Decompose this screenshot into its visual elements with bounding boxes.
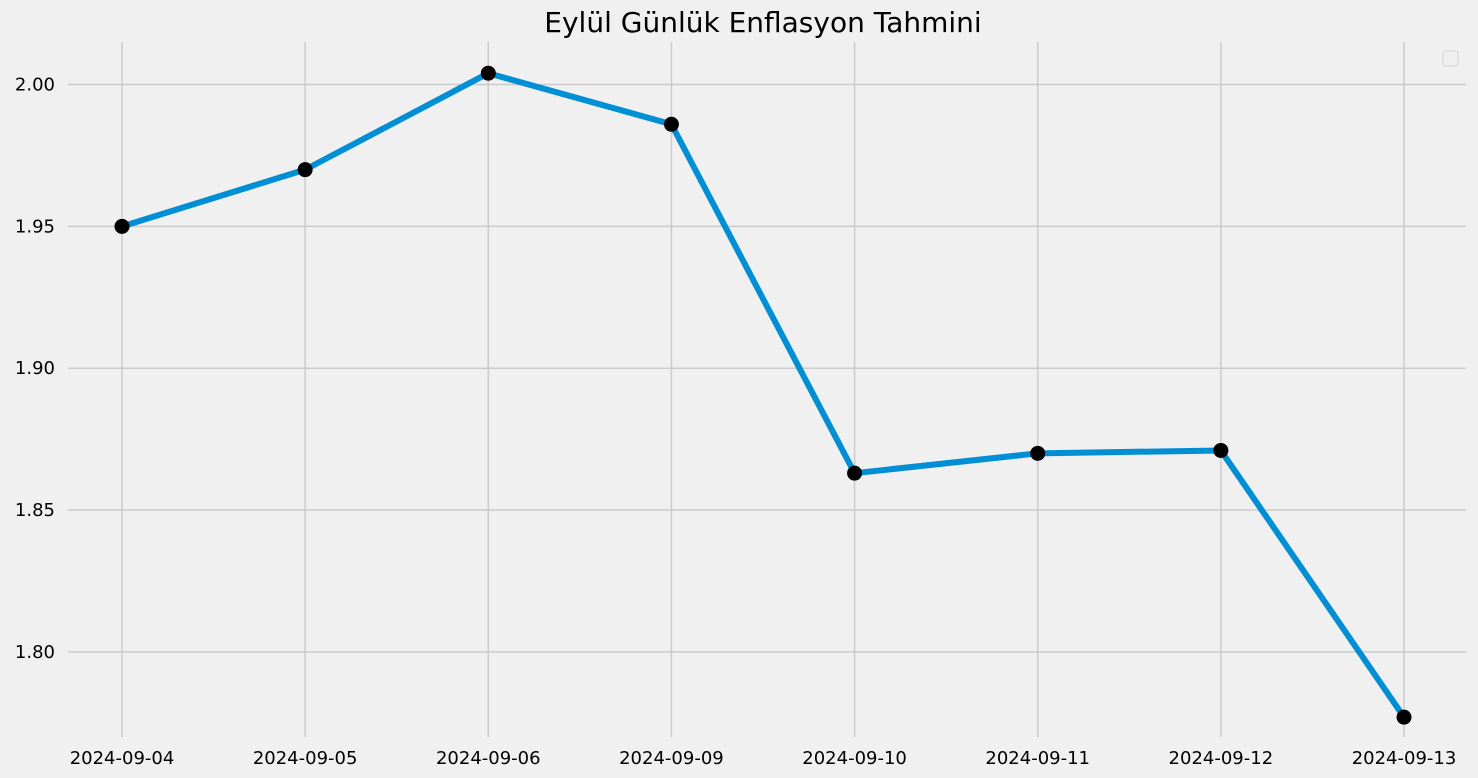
series-layer [114, 65, 1412, 725]
x-tick-label: 2024-09-04 [70, 748, 175, 769]
data-point [663, 116, 679, 132]
data-point [847, 465, 863, 481]
chart-title: Eylül Günlük Enflasyon Tahmini [544, 6, 981, 39]
data-point [1213, 442, 1229, 458]
y-tick-label: 1.95 [15, 216, 55, 237]
y-tick-label: 1.90 [15, 358, 55, 379]
x-tick-label: 2024-09-05 [253, 748, 358, 769]
x-tick-label: 2024-09-11 [985, 748, 1090, 769]
y-tick-label: 1.80 [15, 642, 55, 663]
data-point [480, 65, 496, 81]
data-point [297, 162, 313, 178]
legend-box [1442, 50, 1459, 67]
data-point [114, 218, 130, 234]
x-tick-label: 2024-09-10 [802, 748, 907, 769]
data-point [1030, 445, 1046, 461]
data-point [1396, 709, 1412, 725]
y-tick-label: 1.85 [15, 500, 55, 521]
series-line [119, 70, 1407, 721]
x-tick-label: 2024-09-09 [619, 748, 724, 769]
x-tick-label: 2024-09-13 [1352, 748, 1457, 769]
grid [68, 42, 1466, 737]
x-tick-label: 2024-09-12 [1169, 748, 1274, 769]
tick-labels: 2024-09-04 2024-09-05 2024-09-06 2024-09-09… [15, 75, 1456, 769]
y-tick-label: 2.00 [15, 75, 55, 96]
x-tick-label: 2024-09-06 [436, 748, 541, 769]
